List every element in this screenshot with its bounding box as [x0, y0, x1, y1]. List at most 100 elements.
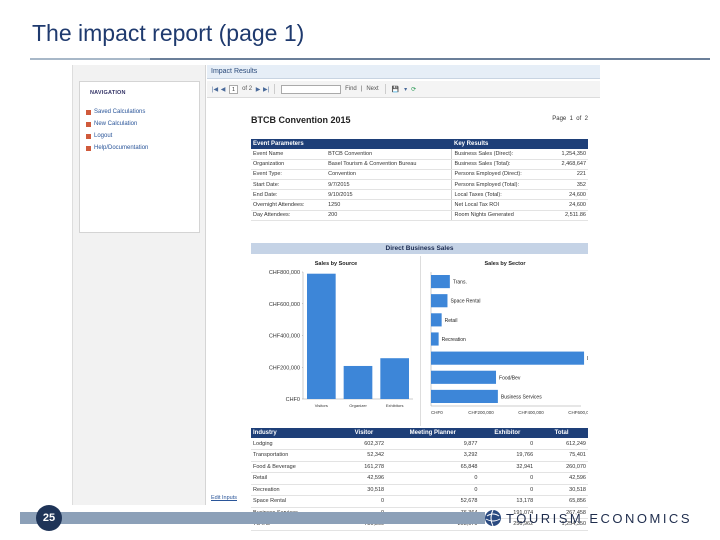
edit-inputs-link[interactable]: Edit Inputs [211, 495, 237, 501]
navigation-box: NAVIGATION Saved Calculations New Calcul… [79, 81, 200, 233]
industry-column-header: Visitor [341, 428, 387, 438]
industry-value: 0 [386, 484, 480, 496]
result-label: Local Taxes (Total): [451, 189, 550, 201]
y-tick-label: CHF0 [286, 397, 300, 403]
next-page-icon[interactable]: ▶ [255, 86, 261, 93]
y-tick-label: CHF600,000 [269, 302, 300, 308]
key-results-header: Key Results [451, 139, 588, 149]
industry-value: 256,962 [479, 518, 536, 531]
result-label: Persons Employed (Direct): [451, 169, 550, 181]
industry-value: 42,596 [535, 472, 588, 485]
navigation-list: Saved Calculations New Calculation Logou… [86, 106, 148, 154]
param-value: BTCB Convention [326, 149, 452, 160]
industry-value: 0 [386, 472, 480, 485]
refresh-icon[interactable]: ⟳ [411, 86, 417, 93]
param-label: Overnight Attendees: [251, 199, 327, 211]
industry-column-header: Meeting Planner [386, 428, 480, 438]
app-screenshot: NAVIGATION Saved Calculations New Calcul… [72, 65, 605, 531]
param-label: Organization [251, 159, 327, 170]
find-input[interactable] [281, 84, 342, 94]
page-count-label: of 2 [242, 86, 253, 92]
param-value: 200 [326, 210, 452, 221]
industry-value: 0 [479, 438, 536, 450]
direct-business-sales-header: Direct Business Sales [251, 243, 588, 254]
bar [431, 275, 450, 289]
impact-results-header: Impact Results [207, 65, 600, 79]
title-rule-accent [30, 58, 150, 60]
find-link[interactable]: Find [345, 86, 357, 92]
nav-item-new-calculation[interactable]: New Calculation [86, 118, 148, 130]
y-tick-label: CHF400,000 [269, 334, 300, 340]
industry-value: 42,596 [341, 472, 387, 485]
param-value: Convention [326, 169, 452, 181]
industry-value: 65,856 [535, 495, 588, 508]
event-parameters-header: Event Parameters [251, 139, 452, 149]
industry-value: 789,309 [341, 518, 387, 531]
bar [431, 389, 498, 403]
x-tick-label: CHF600,000 [568, 410, 588, 415]
bar [431, 294, 448, 308]
industry-value: 0 [479, 472, 536, 485]
sales-by-sector-svg: Sales by Sector CHF0 CHF200,000 CHF400,000 C… [430, 261, 605, 415]
x-tick-label: Organizer [349, 403, 367, 408]
nav-item-help-documentation[interactable]: Help/Documentation [86, 142, 148, 154]
sales-by-source-svg: Sales by Source CHF800,000 CHF600,000 CHF40… [269, 261, 413, 408]
next-link[interactable]: Next [366, 86, 379, 92]
bullet-icon [86, 109, 91, 115]
report-title: BTCB Convention 2015 [251, 115, 351, 125]
event-parameter-row: End Date: 9/10/2015 Local Taxes (Total): 24… [251, 189, 588, 201]
industry-value: 3,292 [386, 449, 480, 462]
industry-row: Transportation 52,342 3,292 19,766 75,401 [251, 449, 588, 462]
industry-name: Space Rental [251, 495, 342, 508]
event-parameter-row: Event Type: Convention Persons Employed (D… [251, 169, 588, 181]
event-parameter-row: Organization Basel Tourism & Convention B… [251, 159, 588, 170]
first-page-icon[interactable]: |◀ [211, 86, 219, 93]
industry-value: 602,372 [341, 438, 387, 450]
param-label: End Date: [251, 189, 327, 201]
bar-label: Space Rental [450, 299, 480, 305]
result-label: Room Nights Generated [451, 210, 550, 221]
industry-name: TOTAL [251, 518, 342, 531]
page-number-input[interactable]: 1 [229, 84, 239, 94]
bar [431, 370, 497, 384]
param-label: Event Type: [251, 169, 327, 181]
industry-row: Lodging 602,372 9,877 0 612,249 [251, 438, 588, 450]
prev-page-icon[interactable]: ◀ [220, 86, 226, 93]
bar-label: Food/Bev [499, 375, 521, 381]
y-tick-label: CHF200,000 [269, 365, 300, 371]
x-tick-label: Visitors [315, 403, 328, 408]
navigation-heading: NAVIGATION [90, 90, 126, 96]
industry-name: Lodging [251, 438, 342, 450]
dropdown-icon[interactable]: ▾ [404, 86, 408, 93]
industry-value: 208,079 [386, 518, 480, 531]
result-value: 352 [549, 179, 588, 191]
param-label: Start Date: [251, 179, 327, 191]
x-tick-label: CHF200,000 [468, 410, 494, 415]
result-label: Business Sales (Total): [451, 159, 550, 170]
chart-title: Sales by Source [315, 261, 358, 267]
industry-value: 13,178 [479, 495, 536, 508]
param-value: 9/7/2015 [326, 179, 452, 191]
industry-row: Retail 42,596 0 0 42,596 [251, 472, 588, 485]
bar-label: Trans. [453, 280, 467, 286]
event-parameters-table: Event Parameters Key Results Event Name B… [251, 139, 588, 221]
result-value: 2,511.86 [549, 210, 588, 221]
industry-value: 191,074 [479, 507, 536, 519]
x-tick-label: Exhibitors [386, 403, 404, 408]
logo-text: TOURISM ECONOMICS [506, 510, 692, 526]
export-icon[interactable]: 💾 [391, 86, 400, 93]
result-value: 221 [549, 169, 588, 181]
chart-title: Sales by Sector [485, 261, 527, 267]
industry-value: 267,458 [535, 507, 588, 519]
result-label: Persons Employed (Total): [451, 179, 550, 191]
result-label: Net Local Tax ROI [451, 199, 550, 211]
nav-item-saved-calculations[interactable]: Saved Calculations [86, 106, 148, 118]
bullet-icon [86, 145, 91, 151]
bullet-icon [86, 133, 91, 139]
last-page-icon[interactable]: ▶| [262, 86, 270, 93]
param-label: Event Name [251, 149, 327, 160]
industry-value: 260,070 [535, 461, 588, 473]
industry-name: Retail [251, 472, 342, 485]
bar [343, 365, 373, 399]
nav-item-logout[interactable]: Logout [86, 130, 148, 142]
